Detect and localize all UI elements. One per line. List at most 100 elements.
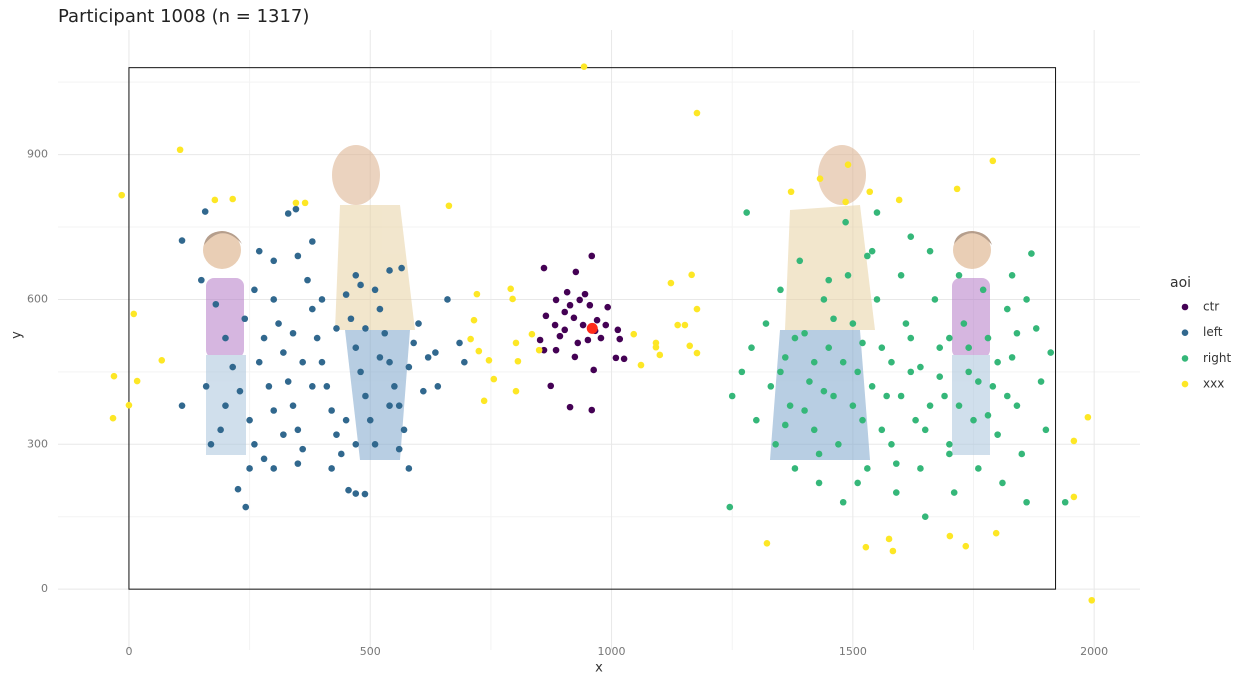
point (602, 321, 610, 329)
point (1018, 450, 1026, 458)
point (357, 281, 364, 289)
point (275, 320, 282, 327)
point (612, 354, 620, 362)
point (109, 414, 117, 422)
point (301, 199, 309, 207)
point (270, 296, 278, 303)
point (284, 210, 292, 217)
point (849, 320, 857, 327)
point (566, 301, 574, 309)
point (772, 440, 779, 448)
point (614, 326, 622, 334)
point (801, 329, 808, 337)
point (1028, 250, 1035, 257)
point (198, 276, 205, 284)
point (337, 450, 345, 458)
point (892, 460, 900, 467)
point (830, 392, 837, 400)
point (777, 286, 784, 294)
point (528, 330, 536, 338)
figure-head (203, 231, 241, 269)
point (801, 407, 808, 414)
figure-body (785, 205, 875, 330)
point (965, 344, 972, 352)
point (907, 233, 915, 240)
point (693, 305, 701, 313)
point (251, 440, 258, 448)
figure-hair (204, 231, 242, 245)
point (333, 325, 340, 332)
point (815, 450, 823, 458)
point (921, 426, 929, 434)
figure-legs (770, 330, 870, 460)
point (868, 247, 876, 255)
point (674, 321, 681, 329)
point (842, 218, 849, 226)
figure-body (206, 278, 244, 358)
point (1042, 426, 1050, 434)
figure-legs (345, 330, 410, 460)
y-axis-label: y (10, 331, 25, 339)
illustration (203, 145, 992, 460)
point (211, 196, 219, 204)
figure-body (335, 205, 415, 330)
point (953, 185, 961, 193)
point (907, 368, 915, 376)
point (965, 368, 972, 376)
point (176, 146, 184, 154)
point (386, 358, 393, 366)
point (556, 332, 564, 340)
point (892, 489, 900, 496)
point (885, 535, 893, 543)
point (781, 354, 789, 361)
point (941, 392, 948, 400)
point (873, 296, 881, 303)
point (975, 378, 982, 385)
point (333, 431, 340, 438)
point (551, 321, 559, 329)
point (222, 334, 229, 342)
point (590, 366, 597, 374)
point (241, 315, 249, 323)
point (743, 209, 750, 216)
point (656, 351, 664, 359)
point (284, 378, 292, 385)
point (1088, 596, 1096, 604)
point (572, 268, 580, 276)
point (688, 271, 695, 279)
point (962, 542, 970, 550)
chart-title: Participant 1008 (n = 1317) (58, 6, 309, 27)
point (787, 188, 795, 196)
point (781, 421, 789, 429)
point (580, 63, 588, 70)
point (563, 288, 571, 296)
point (318, 296, 326, 303)
point (994, 358, 1001, 366)
point (265, 383, 273, 390)
point (480, 397, 488, 405)
point (786, 402, 794, 409)
point (289, 402, 297, 409)
point (280, 349, 287, 356)
point (473, 290, 481, 298)
point (1047, 349, 1055, 356)
x-tick-label: 1000 (598, 645, 626, 658)
point (475, 347, 483, 355)
point (917, 363, 924, 371)
point (323, 383, 331, 390)
figure-head (818, 145, 866, 205)
point (815, 479, 823, 487)
point (236, 387, 244, 395)
x-tick-label: 2000 (1080, 645, 1108, 658)
point (889, 547, 897, 555)
point (352, 440, 360, 448)
legend-title: aoi (1170, 275, 1191, 291)
point (130, 310, 138, 318)
point (304, 276, 311, 284)
point (352, 271, 360, 279)
point (540, 264, 548, 272)
point (490, 375, 498, 383)
point (748, 344, 755, 352)
point (588, 406, 596, 414)
legend-label: right (1203, 351, 1231, 365)
